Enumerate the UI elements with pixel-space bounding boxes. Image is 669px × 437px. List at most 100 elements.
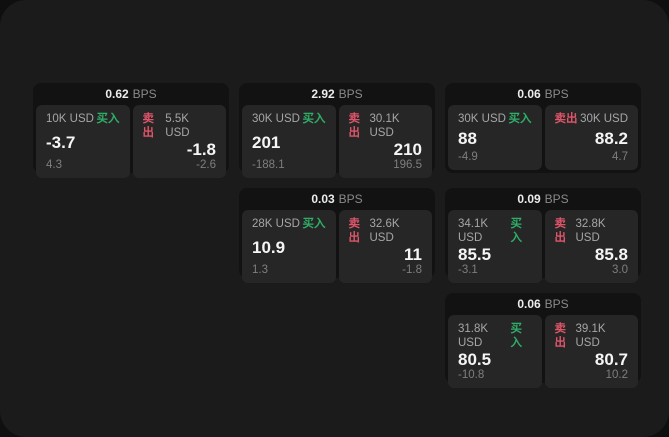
sell-panel-top: 卖出 30K USD [555, 112, 629, 126]
quote-card: 0.06 BPS 31.8K USD 买入 80.5 -10.8 卖出 39.1… [445, 293, 641, 388]
sell-delta: 3.0 [612, 264, 628, 276]
sell-delta: 10.2 [605, 369, 628, 381]
sell-side-label: 卖出 [554, 323, 567, 349]
quote-body: 28K USD 买入 10.9 1.3 卖出 32.6K USD 11 -1.8 [239, 210, 435, 286]
buy-price: 80.5 [458, 350, 492, 369]
buy-price: 201 [252, 133, 281, 152]
buy-quote-panel[interactable]: 31.8K USD 买入 80.5 -10.8 [448, 315, 542, 388]
sell-side-label: 卖出 [554, 218, 567, 244]
buy-side-label: 买入 [508, 113, 532, 125]
sell-amount: 39.1K USD [575, 323, 606, 349]
sell-delta: 4.7 [612, 151, 628, 163]
sell-amount: 32.8K USD [575, 218, 606, 244]
buy-panel-top: 31.8K USD 买入 [458, 322, 532, 350]
sell-panel-top: 卖出 30.1K USD [349, 112, 423, 140]
buy-delta: -10.8 [458, 369, 485, 381]
quotes-grid: 0.62 BPS 10K USD 买入 -3.7 4.3 卖出 5.5K USD [33, 83, 641, 388]
spread-unit: BPS [132, 87, 157, 101]
buy-delta: -4.9 [458, 151, 478, 163]
sell-quote-panel[interactable]: 卖出 39.1K USD 80.7 10.2 [544, 315, 638, 388]
buy-side-label: 买入 [302, 218, 326, 230]
sell-delta: -1.8 [402, 264, 422, 276]
spread-value: 0.09 [517, 192, 541, 206]
buy-price: 10.9 [252, 238, 286, 257]
sell-panel-top: 卖出 32.8K USD [555, 217, 629, 245]
buy-panel-top: 30K USD 买入 [252, 112, 326, 126]
buy-side-label: 买入 [302, 113, 326, 125]
spread-value: 0.06 [517, 297, 541, 311]
spread-header: 2.92 BPS [239, 83, 435, 105]
quote-body: 30K USD 买入 201 -188.1 卖出 30.1K USD 210 1… [239, 105, 435, 181]
sell-quote-panel[interactable]: 卖出 32.6K USD 11 -1.8 [338, 210, 432, 283]
buy-quote-panel[interactable]: 30K USD 买入 88 -4.9 [448, 105, 542, 170]
quote-card: 0.62 BPS 10K USD 买入 -3.7 4.3 卖出 5.5K USD [33, 83, 229, 178]
sell-amount: 5.5K USD [165, 113, 190, 139]
buy-quote-panel[interactable]: 28K USD 买入 10.9 1.3 [242, 210, 336, 283]
buy-quote-panel[interactable]: 10K USD 买入 -3.7 4.3 [36, 105, 130, 178]
sell-side-label: 卖出 [348, 218, 361, 244]
spread-header: 0.62 BPS [33, 83, 229, 105]
sell-price: 11 [404, 245, 422, 264]
spread-header: 0.06 BPS [445, 83, 641, 105]
sell-delta: -2.6 [196, 159, 216, 171]
sell-price: 85.8 [594, 245, 628, 264]
spread-unit: BPS [544, 87, 569, 101]
sell-price: 210 [393, 140, 422, 159]
buy-price: 85.5 [458, 245, 492, 264]
quote-body: 31.8K USD 买入 80.5 -10.8 卖出 39.1K USD 80.… [445, 315, 641, 391]
spread-header: 0.09 BPS [445, 188, 641, 210]
buy-panel-top: 30K USD 买入 [458, 112, 532, 126]
sell-amount: 30.1K USD [369, 113, 400, 139]
sell-panel-top: 卖出 5.5K USD [143, 112, 217, 140]
buy-price: 88 [458, 129, 477, 148]
sell-price: 88.2 [594, 129, 628, 148]
buy-delta: 4.3 [46, 159, 62, 171]
quote-card: 0.06 BPS 30K USD 买入 88 -4.9 卖出 30K USD [445, 83, 641, 173]
spread-header: 0.06 BPS [445, 293, 641, 315]
buy-side-label: 买入 [510, 323, 523, 349]
buy-quote-panel[interactable]: 30K USD 买入 201 -188.1 [242, 105, 336, 178]
sell-delta: 196.5 [393, 159, 422, 171]
buy-amount: 34.1K USD [458, 218, 489, 244]
buy-panel-top: 10K USD 买入 [46, 112, 120, 126]
buy-amount: 31.8K USD [458, 323, 489, 349]
quote-card: 2.92 BPS 30K USD 买入 201 -188.1 卖出 30.1K … [239, 83, 435, 178]
spread-value: 0.06 [517, 87, 541, 101]
sell-amount: 32.6K USD [369, 218, 400, 244]
spread-value: 2.92 [311, 87, 335, 101]
sell-price: 80.7 [594, 350, 628, 369]
sell-quote-panel[interactable]: 卖出 30.1K USD 210 196.5 [338, 105, 432, 178]
quote-card: 0.03 BPS 28K USD 买入 10.9 1.3 卖出 32.6K US… [239, 188, 435, 283]
buy-amount: 30K USD [252, 113, 300, 125]
spread-header: 0.03 BPS [239, 188, 435, 210]
sell-amount: 30K USD [580, 113, 628, 125]
sell-side-label: 卖出 [348, 113, 361, 139]
spread-unit: BPS [338, 192, 363, 206]
buy-side-label: 买入 [510, 218, 523, 244]
spread-value: 0.03 [311, 192, 335, 206]
sell-quote-panel[interactable]: 卖出 32.8K USD 85.8 3.0 [544, 210, 638, 283]
quote-body: 30K USD 买入 88 -4.9 卖出 30K USD 88.2 4.7 [445, 105, 641, 173]
buy-delta: 1.3 [252, 264, 268, 276]
spread-unit: BPS [544, 192, 569, 206]
sell-quote-panel[interactable]: 卖出 30K USD 88.2 4.7 [544, 105, 638, 170]
buy-delta: -188.1 [252, 159, 285, 171]
spread-value: 0.62 [105, 87, 129, 101]
sell-quote-panel[interactable]: 卖出 5.5K USD -1.8 -2.6 [132, 105, 226, 178]
buy-side-label: 买入 [96, 113, 120, 125]
quote-body: 10K USD 买入 -3.7 4.3 卖出 5.5K USD -1.8 -2.… [33, 105, 229, 181]
buy-panel-top: 28K USD 买入 [252, 217, 326, 231]
sell-side-label: 卖出 [554, 113, 578, 125]
buy-amount: 28K USD [252, 218, 300, 230]
buy-quote-panel[interactable]: 34.1K USD 买入 85.5 -3.1 [448, 210, 542, 283]
buy-amount: 10K USD [46, 113, 94, 125]
sell-panel-top: 卖出 39.1K USD [555, 322, 629, 350]
quote-card: 0.09 BPS 34.1K USD 买入 85.5 -3.1 卖出 32.8K… [445, 188, 641, 283]
spread-unit: BPS [544, 297, 569, 311]
buy-delta: -3.1 [458, 264, 478, 276]
sell-price: -1.8 [186, 140, 216, 159]
buy-amount: 30K USD [458, 113, 506, 125]
sell-side-label: 卖出 [142, 113, 155, 139]
buy-price: -3.7 [46, 133, 76, 152]
